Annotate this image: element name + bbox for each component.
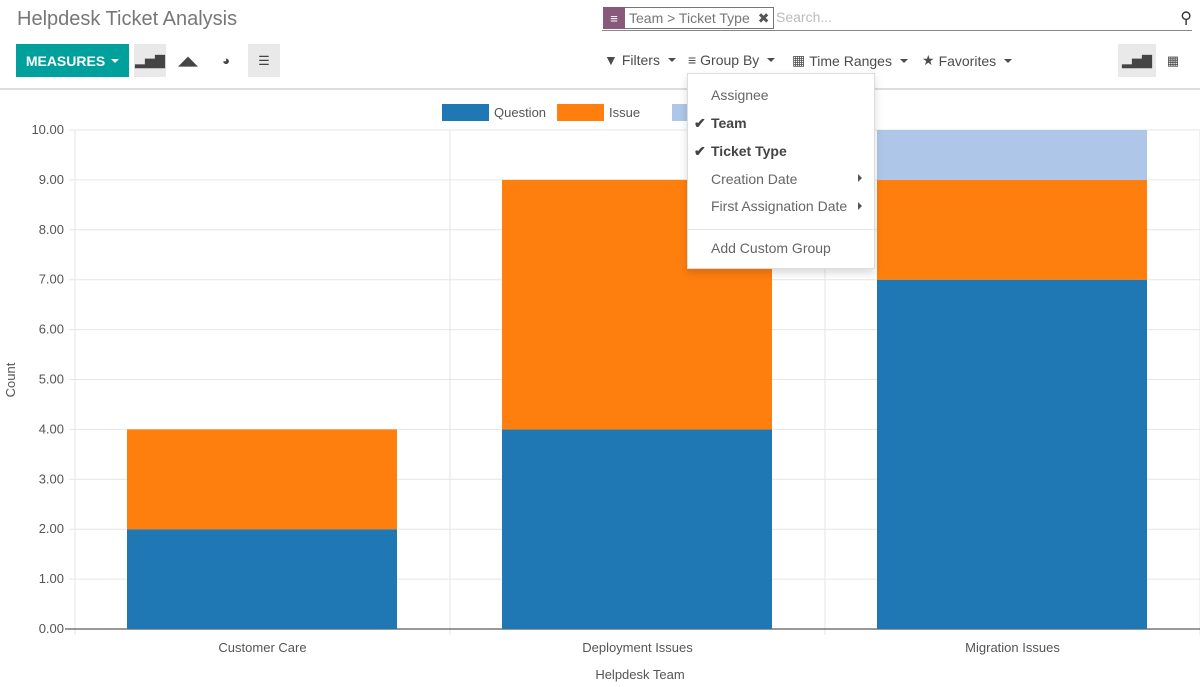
bar-chart-icon: ▂▅▇: [1122, 52, 1152, 68]
divider: [0, 88, 1200, 90]
add-custom-group[interactable]: Add Custom Group: [711, 240, 831, 256]
line-chart-button[interactable]: ◢◣: [172, 44, 204, 77]
area-chart-icon: ◢◣: [178, 52, 198, 68]
filters-label: Filters: [621, 52, 660, 68]
star-icon: ★: [922, 52, 935, 68]
pie-chart-button[interactable]: ◕: [210, 44, 242, 77]
legend-label: Question: [494, 105, 546, 120]
facet-label: Team > Ticket Type: [629, 10, 750, 26]
bar-question: [127, 529, 397, 629]
bars-icon: ≡: [688, 52, 697, 68]
group-by-assignee[interactable]: Assignee: [711, 87, 769, 103]
time-ranges-button[interactable]: ▦ Time Ranges: [792, 52, 908, 69]
caret-right-icon: [858, 174, 862, 182]
x-tick-label: Deployment Issues: [582, 640, 693, 655]
y-tick-label: 1.00: [39, 571, 64, 586]
bar-question: [502, 429, 772, 629]
group-by-creation-date[interactable]: Creation Date: [711, 171, 798, 187]
search-facet[interactable]: ≡ Team > Ticket Type ✖: [603, 7, 775, 29]
check-icon: ✔: [694, 115, 706, 131]
x-tick-label: Migration Issues: [965, 640, 1060, 655]
legend-swatch: [557, 104, 604, 121]
stacked-toggle-button[interactable]: ☰: [248, 44, 280, 77]
legend-label: Issue: [609, 105, 640, 120]
bar-issue: [877, 179, 1147, 280]
filters-button[interactable]: ▼ Filters: [604, 52, 676, 68]
caret-down-icon: [667, 58, 676, 62]
y-tick-label: 0.00: [39, 621, 64, 636]
caret-down-icon: [899, 58, 908, 63]
y-tick-label: 8.00: [39, 222, 64, 237]
bar-question: [877, 279, 1147, 629]
y-tick-label: 6.00: [39, 322, 64, 337]
caret-right-icon: [858, 202, 862, 210]
group-by-ticket-type[interactable]: ✔ Ticket Type: [694, 143, 787, 159]
bar-chart-button[interactable]: ▂▅▇: [134, 44, 166, 77]
page-title: Helpdesk Ticket Analysis: [17, 8, 238, 30]
favorites-button[interactable]: ★ Favorites: [922, 52, 1013, 69]
menu-divider: [688, 229, 874, 230]
calendar-icon: ▦: [792, 52, 806, 68]
pivot-view-button[interactable]: ▦: [1158, 44, 1188, 77]
y-tick-label: 2.00: [39, 521, 64, 536]
group-by-button[interactable]: ≡ Group By: [688, 52, 776, 68]
caret-down-icon: [111, 58, 120, 63]
bar-series-3: [877, 130, 1147, 180]
group-by-dropdown: Assignee ✔ Team ✔ Ticket Type Creation Dat…: [687, 73, 875, 269]
time-ranges-label: Time Ranges: [809, 52, 892, 69]
remove-facet-icon[interactable]: ✖: [757, 9, 770, 26]
group-by-first-assignation-date[interactable]: First Assignation Date: [711, 198, 848, 214]
y-tick-label: 5.00: [39, 372, 64, 387]
pie-chart-icon: ◕: [222, 53, 230, 68]
y-tick-label: 7.00: [39, 272, 64, 287]
y-tick-label: 10.00: [31, 122, 64, 137]
caret-down-icon: [1004, 58, 1013, 63]
filter-icon: ▼: [604, 52, 618, 68]
group-by-team[interactable]: ✔ Team: [694, 115, 747, 131]
y-tick-label: 3.00: [39, 471, 64, 486]
search-icon[interactable]: ⚲: [1180, 10, 1192, 27]
table-icon: ▦: [1166, 52, 1180, 68]
stacked-icon: ☰: [258, 52, 270, 68]
graph-view-button[interactable]: ▂▅▇: [1118, 44, 1156, 77]
group-by-icon: ≡: [603, 7, 625, 29]
favorites-label: Favorites: [938, 52, 997, 69]
bar-issue: [127, 429, 397, 530]
x-tick-label: Customer Care: [218, 640, 306, 655]
measures-label: MEASURES: [25, 52, 106, 69]
search-bar: ≡ Team > Ticket Type ✖ Search... ⚲: [602, 5, 1192, 31]
y-tick-label: 9.00: [39, 172, 64, 187]
x-axis-label: Helpdesk Team: [595, 667, 684, 682]
check-icon: ✔: [694, 143, 706, 159]
bar-chart-icon: ▂▅▇: [135, 52, 165, 68]
group-by-label: Group By: [700, 52, 760, 68]
y-tick-label: 4.00: [39, 421, 64, 436]
legend-swatch: [442, 104, 489, 121]
y-axis-label: Count: [3, 362, 18, 397]
caret-down-icon: [767, 58, 776, 62]
measures-button[interactable]: MEASURES: [16, 44, 129, 77]
search-input[interactable]: Search...: [776, 9, 833, 25]
